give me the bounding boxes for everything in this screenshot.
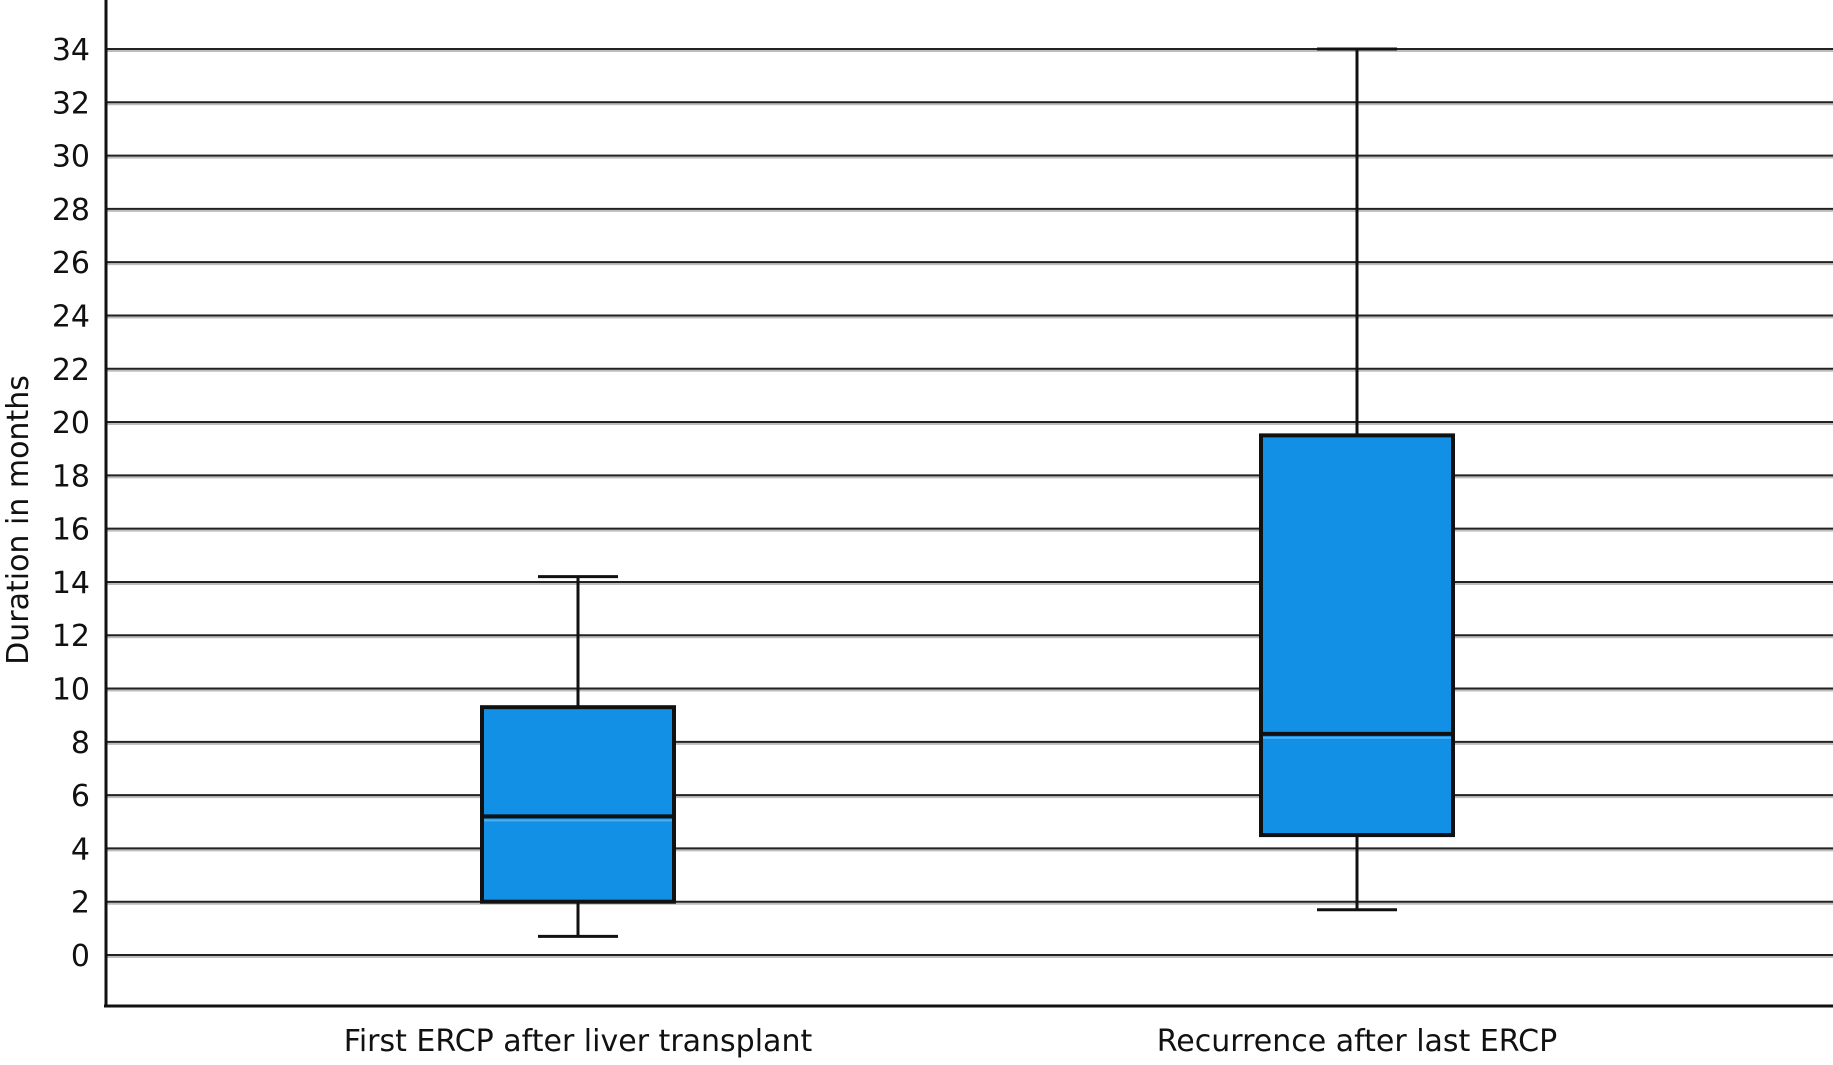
boxes bbox=[480, 47, 1455, 938]
y-tick-label: 4 bbox=[71, 832, 90, 867]
y-tick-label: 32 bbox=[52, 86, 90, 121]
category-label: First ERCP after liver transplant bbox=[344, 1024, 813, 1059]
category-label: Recurrence after last ERCP bbox=[1157, 1024, 1557, 1059]
box-iqr bbox=[480, 705, 676, 904]
y-tick-label: 28 bbox=[52, 193, 90, 228]
category-labels: First ERCP after liver transplant Recurre… bbox=[344, 1024, 1557, 1059]
box-group bbox=[480, 575, 676, 938]
y-tick-label: 20 bbox=[52, 406, 90, 441]
y-axis-label: Duration in months bbox=[1, 375, 36, 665]
y-tick-label: 12 bbox=[52, 619, 90, 654]
y-tick-label: 34 bbox=[52, 33, 90, 68]
y-tick-label: 26 bbox=[52, 246, 90, 281]
y-tick-label: 0 bbox=[71, 939, 90, 974]
y-tick-label: 2 bbox=[71, 886, 90, 921]
box-group bbox=[1259, 47, 1455, 912]
box-iqr bbox=[1259, 433, 1455, 838]
y-tick-label: 22 bbox=[52, 353, 90, 388]
y-tick-label: 24 bbox=[52, 299, 90, 334]
y-tick-label: 16 bbox=[52, 513, 90, 548]
y-tick-label: 14 bbox=[52, 566, 90, 601]
y-tick-label: 18 bbox=[52, 459, 90, 494]
axes bbox=[104, 0, 1833, 1008]
y-tick-label: 8 bbox=[71, 726, 90, 761]
y-tick-label: 30 bbox=[52, 140, 90, 175]
y-tick-label: 6 bbox=[71, 779, 90, 814]
gridlines bbox=[106, 48, 1833, 958]
y-tick-label: 10 bbox=[52, 673, 90, 708]
